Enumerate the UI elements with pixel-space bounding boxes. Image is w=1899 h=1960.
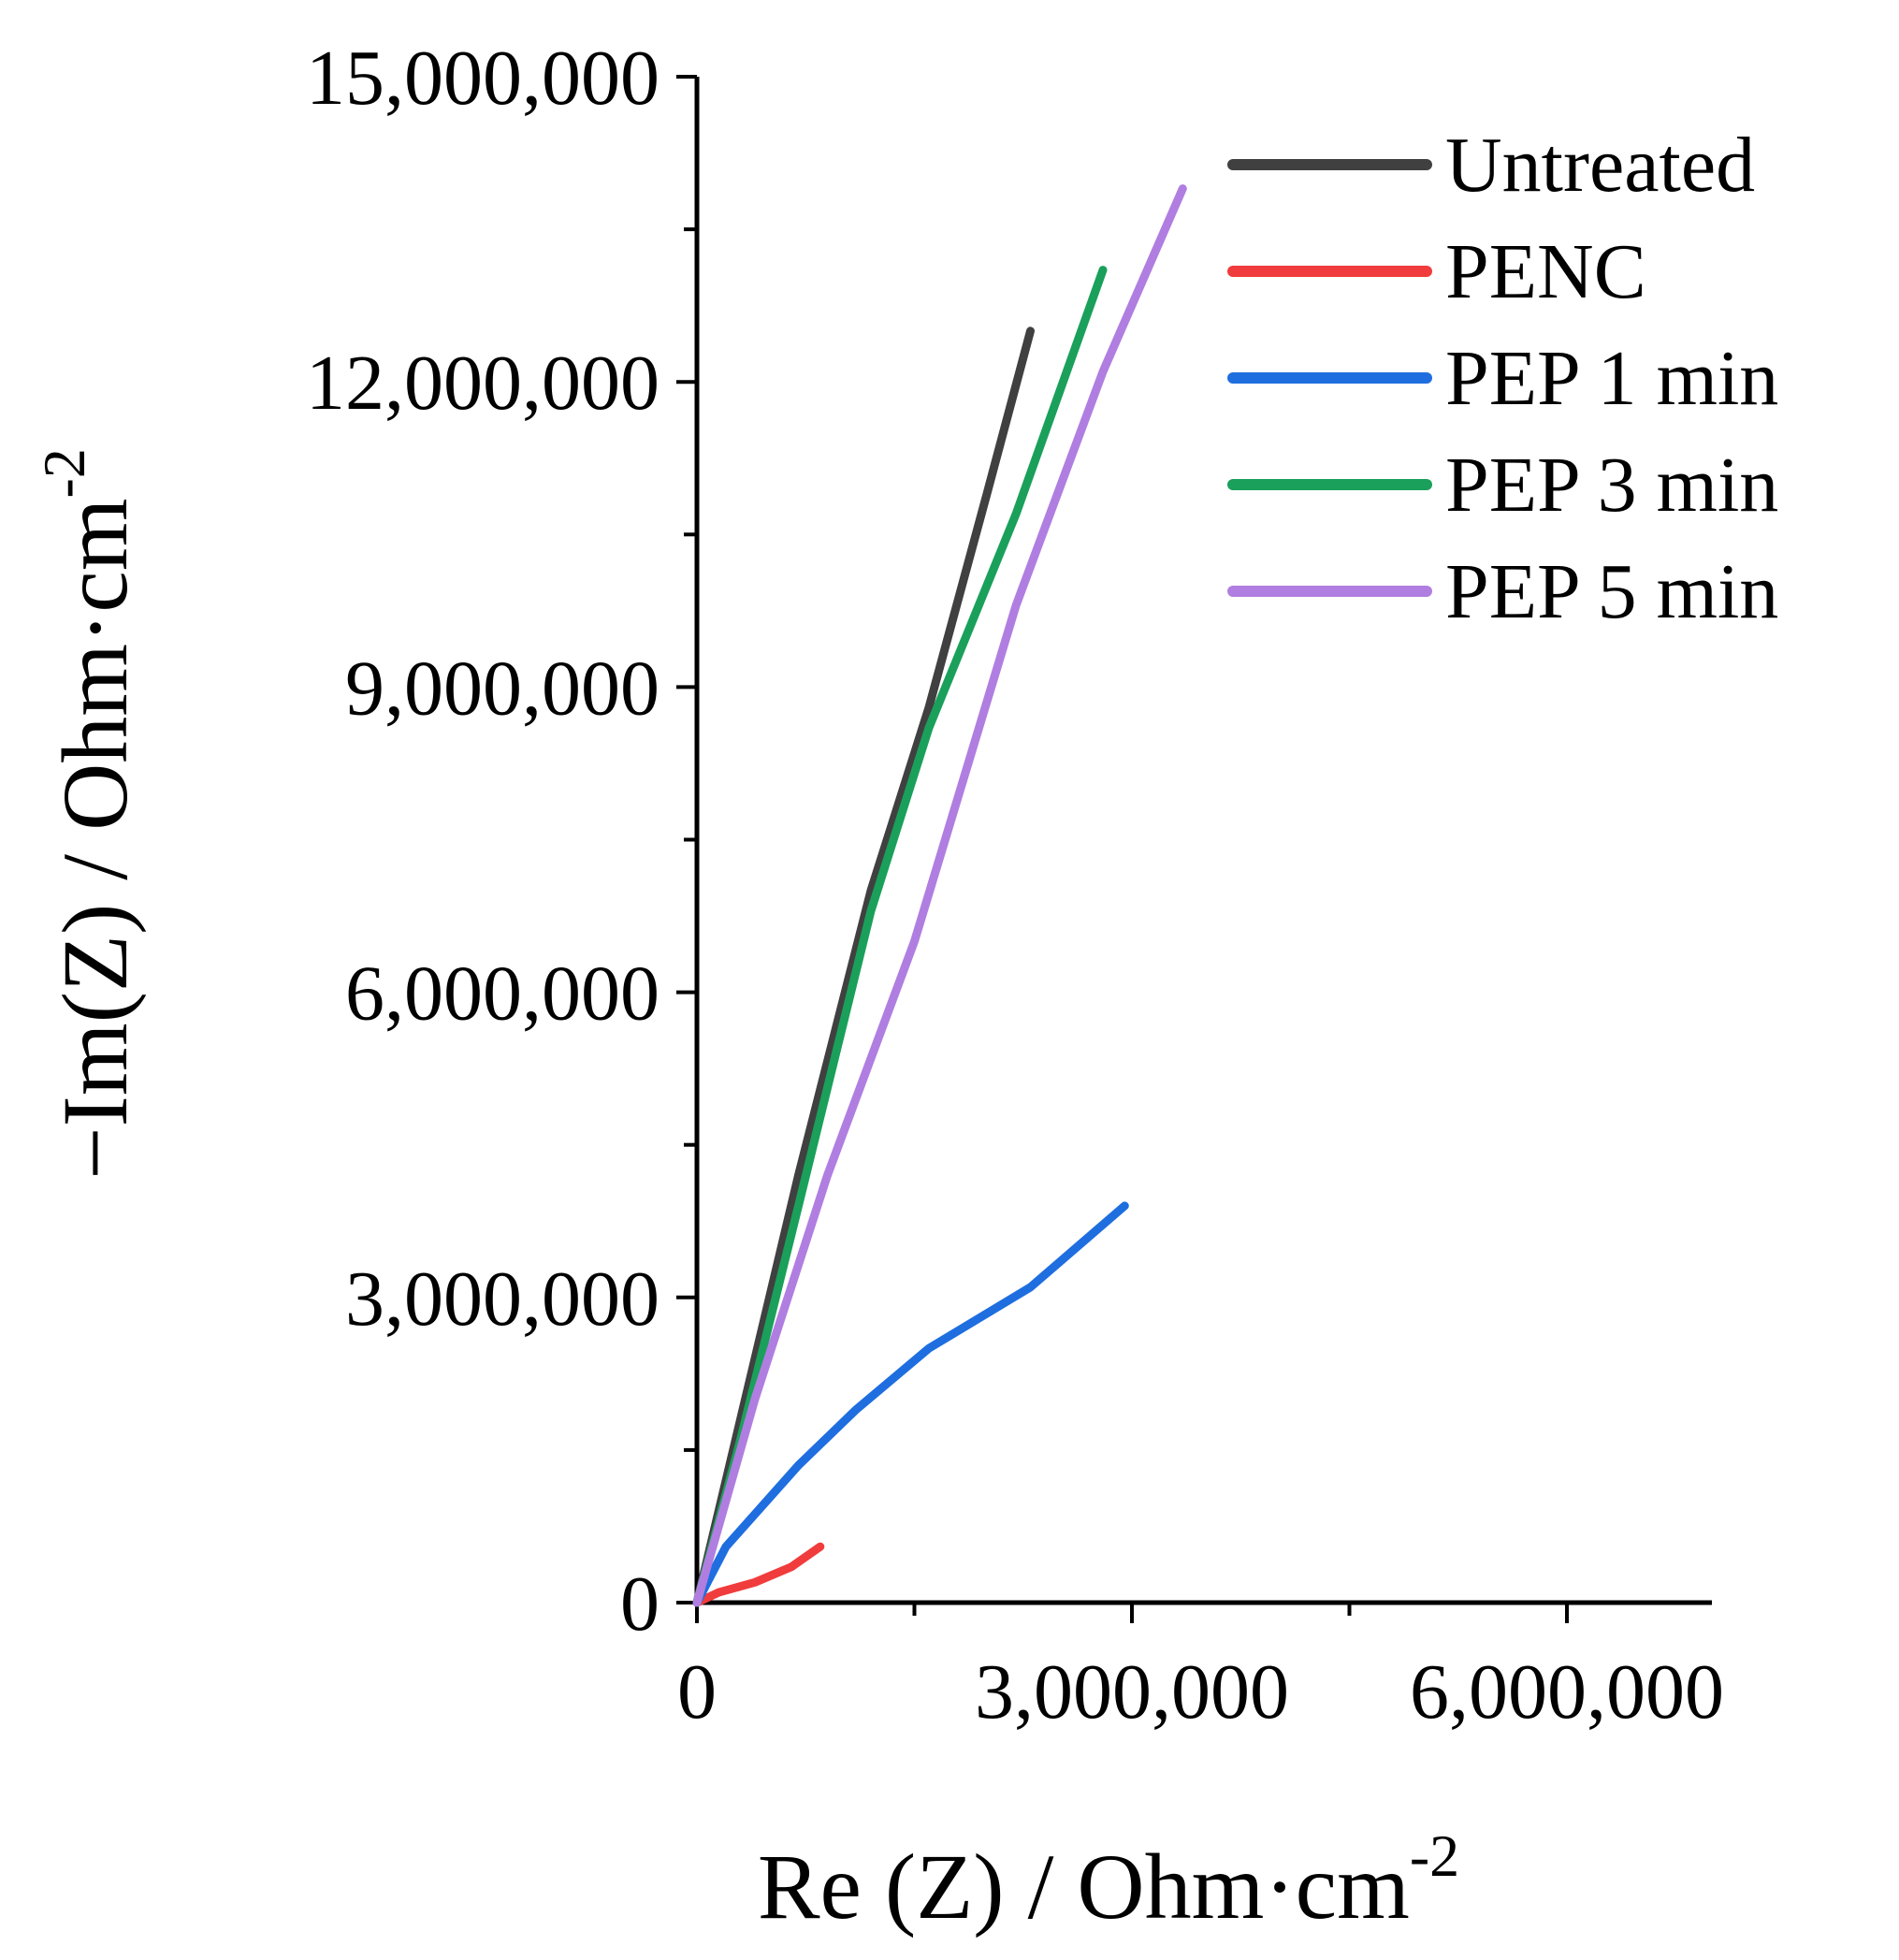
series-line-pep-5-min [692,184,1187,1607]
y-tick-label: 0 [620,1561,660,1648]
legend-label-pep-1-min: PEP 1 min [1445,335,1778,422]
x-tick-label: 6,000,000 [1410,1648,1724,1735]
series-line-untreated [692,327,1035,1607]
y-tick-label: 3,000,000 [345,1256,660,1343]
legend-label-pep-5-min: PEP 5 min [1445,548,1778,635]
legend: Untreated PENC PEP 1 min PEP 3 min PEP 5 min [1227,122,1778,635]
y-tick-label: 6,000,000 [345,951,660,1038]
series-lines [692,184,1187,1607]
x-tick-label: 0 [677,1648,717,1735]
x-axis-title: Re (Z) / Ohm·cm-2 [758,1822,1459,1938]
x-tick-label: 3,000,000 [975,1648,1289,1735]
y-tick-label: 12,000,000 [306,340,660,427]
series-line-pep-1-min [692,1201,1129,1607]
x-axis-title-superscript: -2 [1410,1822,1459,1889]
series-line-penc [692,1542,825,1607]
legend-label-untreated: Untreated [1445,122,1755,209]
legend-label-penc: PENC [1445,228,1646,315]
legend-label-pep-3-min: PEP 3 min [1445,442,1778,529]
y-tick-label: 15,000,000 [306,35,660,122]
y-tick-label: 9,000,000 [345,645,660,732]
y-axis-title: −Im(Z) / Ohm·cm-2 [31,448,147,1180]
y-axis-title-superscript: -2 [31,448,97,498]
ticks: 0 3,000,000 6,000,000 9,000,000 12,000,000 15… [306,35,1724,1735]
